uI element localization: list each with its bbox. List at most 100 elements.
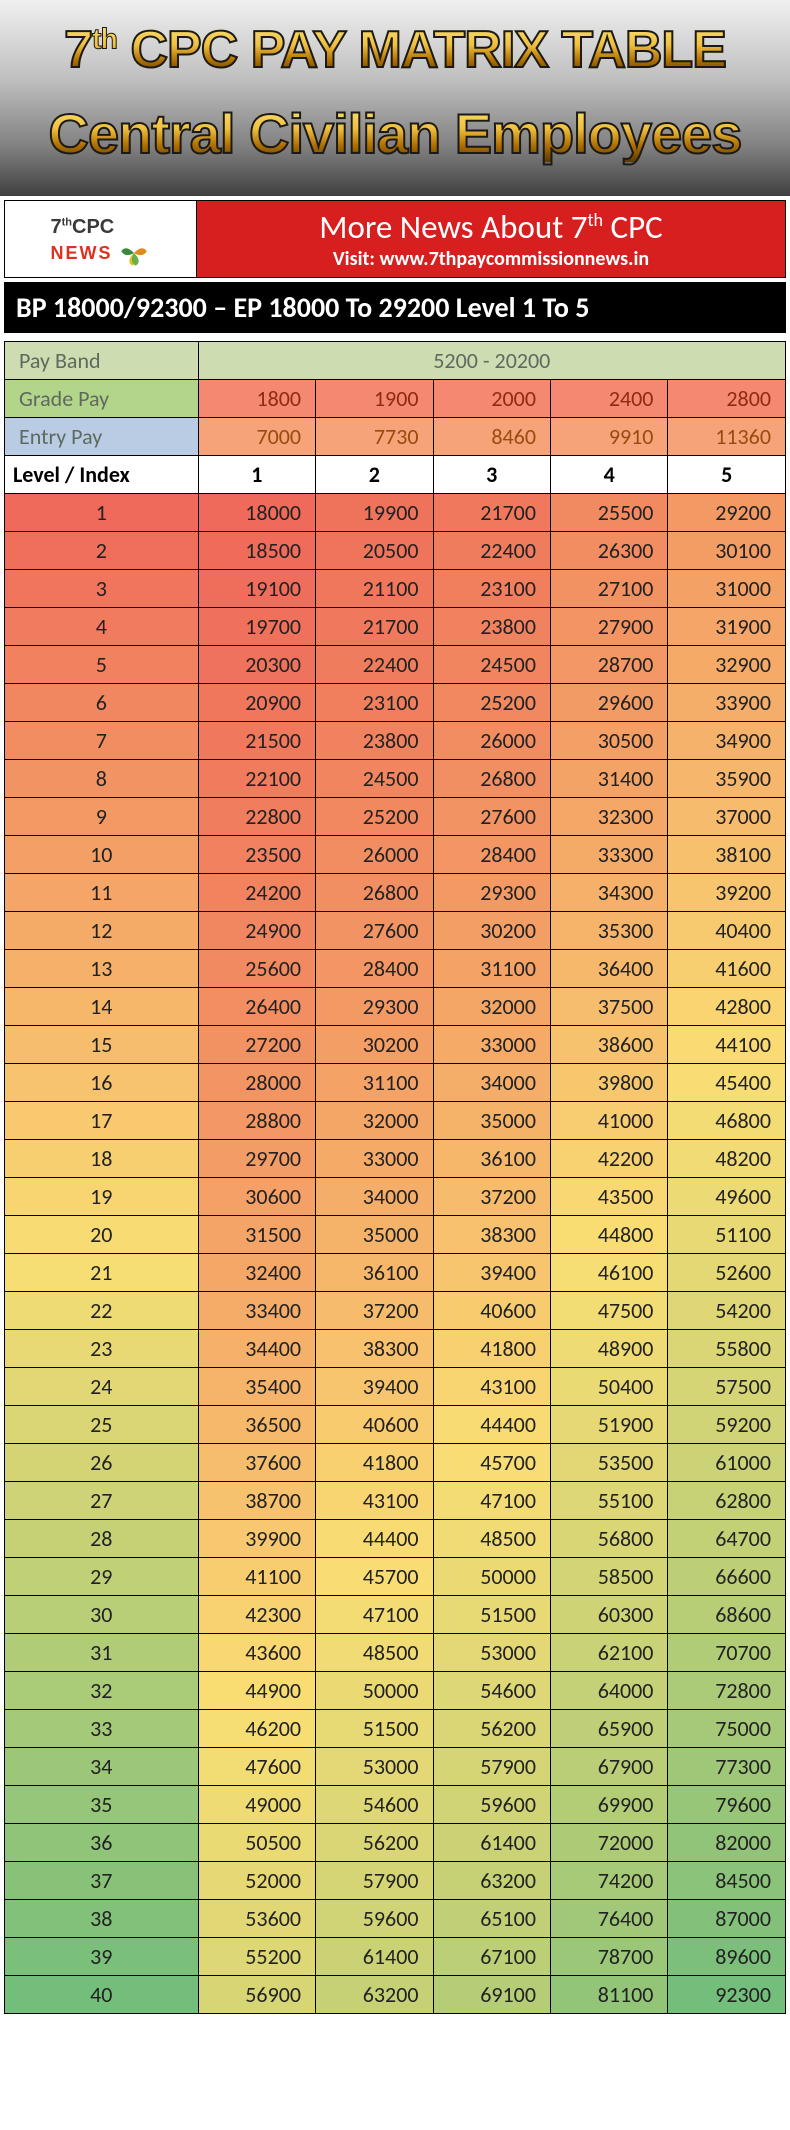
pay-cell: 27100 [550, 570, 667, 608]
pay-cell: 74200 [550, 1862, 667, 1900]
pay-cell: 38300 [433, 1216, 550, 1254]
pay-cell: 41100 [198, 1558, 315, 1596]
entry-pay-label: Entry Pay [5, 418, 199, 456]
table-row: 162800031100340003980045400 [5, 1064, 786, 1102]
pay-cell: 59200 [668, 1406, 786, 1444]
pay-cell: 41000 [550, 1102, 667, 1140]
row-index: 2 [5, 532, 199, 570]
pay-cell: 32000 [433, 988, 550, 1026]
row-index: 22 [5, 1292, 199, 1330]
pay-cell: 57900 [433, 1748, 550, 1786]
table-row: 213240036100394004610052600 [5, 1254, 786, 1292]
table-row: 344760053000579006790077300 [5, 1748, 786, 1786]
pay-cell: 66600 [668, 1558, 786, 1596]
row-index: 16 [5, 1064, 199, 1102]
row-index: 6 [5, 684, 199, 722]
pay-cell: 23800 [316, 722, 433, 760]
row-index: 27 [5, 1482, 199, 1520]
logo-bottom: NEWS [51, 245, 113, 261]
row-index: 29 [5, 1558, 199, 1596]
table-row: 203150035000383004480051100 [5, 1216, 786, 1254]
pay-cell: 78700 [550, 1938, 667, 1976]
pay-cell: 53000 [433, 1634, 550, 1672]
pay-cell: 55200 [198, 1938, 315, 1976]
pay-cell: 42200 [550, 1140, 667, 1178]
pay-cell: 47100 [433, 1482, 550, 1520]
entry-pay-value: 11360 [668, 418, 786, 456]
pay-cell: 65100 [433, 1900, 550, 1938]
table-row: 263760041800457005350061000 [5, 1444, 786, 1482]
pay-cell: 29300 [433, 874, 550, 912]
pay-cell: 46200 [198, 1710, 315, 1748]
pay-cell: 38700 [198, 1482, 315, 1520]
table-row: 375200057900632007420084500 [5, 1862, 786, 1900]
table-row: 233440038300418004890055800 [5, 1330, 786, 1368]
row-index: 8 [5, 760, 199, 798]
pay-cell: 18000 [198, 494, 315, 532]
entry-pay-value: 8460 [433, 418, 550, 456]
row-index: 18 [5, 1140, 199, 1178]
pay-cell: 25200 [316, 798, 433, 836]
level-header: 5 [668, 456, 786, 494]
entry-pay-value: 7730 [316, 418, 433, 456]
clover-icon [117, 236, 151, 270]
pay-cell: 29600 [550, 684, 667, 722]
pay-cell: 43600 [198, 1634, 315, 1672]
pay-cell: 34000 [316, 1178, 433, 1216]
row-index: 38 [5, 1900, 199, 1938]
pay-cell: 37600 [198, 1444, 315, 1482]
row-index: 40 [5, 1976, 199, 2014]
table-row: 52030022400245002870032900 [5, 646, 786, 684]
pay-cell: 32400 [198, 1254, 315, 1292]
pay-cell: 38600 [550, 1026, 667, 1064]
pay-cell: 56200 [316, 1824, 433, 1862]
grade-pay-label: Grade Pay [5, 380, 199, 418]
pay-cell: 48500 [316, 1634, 433, 1672]
pay-cell: 64700 [668, 1520, 786, 1558]
table-row: 31910021100231002710031000 [5, 570, 786, 608]
pay-cell: 25500 [550, 494, 667, 532]
pay-cell: 62100 [550, 1634, 667, 1672]
pay-cell: 30200 [433, 912, 550, 950]
row-index: 23 [5, 1330, 199, 1368]
pay-cell: 55800 [668, 1330, 786, 1368]
pay-cell: 49600 [668, 1178, 786, 1216]
pay-cell: 44400 [316, 1520, 433, 1558]
pay-cell: 27600 [433, 798, 550, 836]
pay-cell: 43100 [433, 1368, 550, 1406]
grade-pay-value: 2400 [550, 380, 667, 418]
pay-cell: 35900 [668, 760, 786, 798]
pay-cell: 20300 [198, 646, 315, 684]
row-index: 5 [5, 646, 199, 684]
pay-cell: 32000 [316, 1102, 433, 1140]
row-index: 7 [5, 722, 199, 760]
level-header: 2 [316, 456, 433, 494]
table-row: 304230047100515006030068600 [5, 1596, 786, 1634]
table-row: 314360048500530006210070700 [5, 1634, 786, 1672]
logo-box: 7thCPC NEWS [5, 201, 197, 277]
pay-cell: 30500 [550, 722, 667, 760]
pay-cell: 72000 [550, 1824, 667, 1862]
pay-cell: 41800 [316, 1444, 433, 1482]
grade-pay-value: 1900 [316, 380, 433, 418]
pay-cell: 37200 [433, 1178, 550, 1216]
title-header: 7th CPC PAY MATRIX TABLE Central Civilia… [0, 0, 790, 196]
row-index: 21 [5, 1254, 199, 1292]
pay-cell: 59600 [316, 1900, 433, 1938]
pay-cell: 34400 [198, 1330, 315, 1368]
row-index: 15 [5, 1026, 199, 1064]
table-row: 193060034000372004350049600 [5, 1178, 786, 1216]
pay-cell: 23800 [433, 608, 550, 646]
entry-pay-value: 7000 [198, 418, 315, 456]
pay-cell: 47500 [550, 1292, 667, 1330]
row-index: 10 [5, 836, 199, 874]
row-index: 19 [5, 1178, 199, 1216]
grade-pay-value: 1800 [198, 380, 315, 418]
row-index: 26 [5, 1444, 199, 1482]
title-line-2: Central Civilian Employees [10, 106, 780, 162]
row-index: 36 [5, 1824, 199, 1862]
row-index: 28 [5, 1520, 199, 1558]
pay-cell: 33900 [668, 684, 786, 722]
pay-cell: 48500 [433, 1520, 550, 1558]
pay-cell: 35400 [198, 1368, 315, 1406]
